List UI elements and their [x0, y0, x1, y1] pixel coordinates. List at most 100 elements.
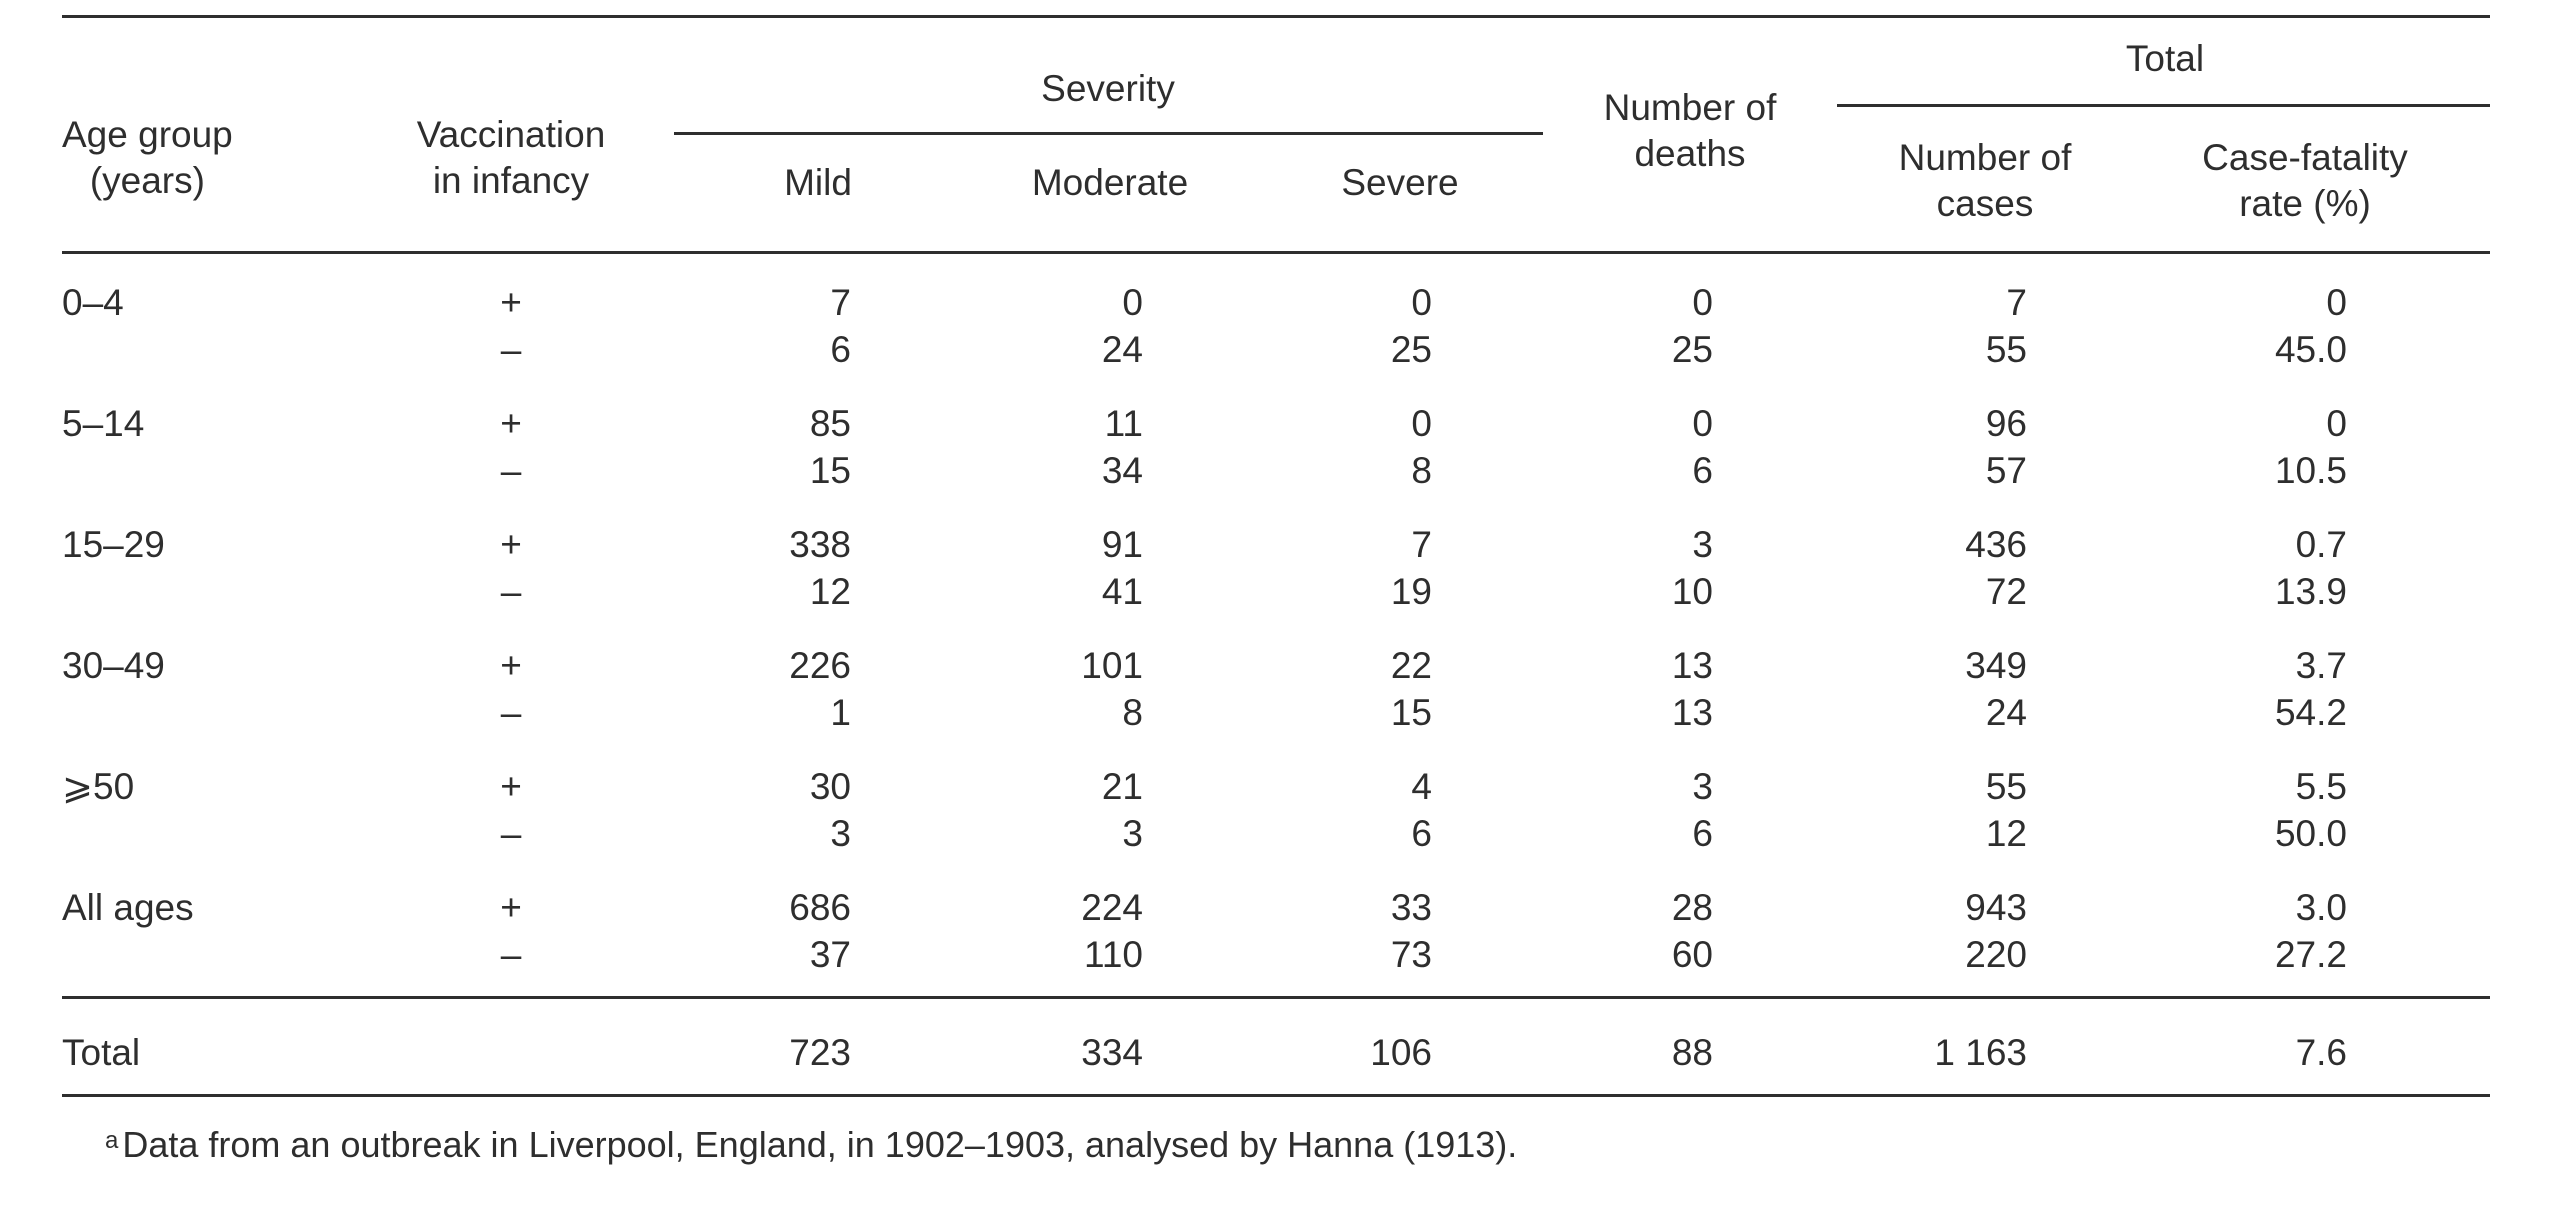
- cfr-cell: 27.2: [2274, 934, 2347, 975]
- vaccination-cell: +: [500, 524, 522, 565]
- footnote: a Data from an outbreak in Liverpool, Eng…: [105, 1122, 1517, 1168]
- header-bottom-rule: [62, 251, 2490, 254]
- cases-cell: 55: [1985, 329, 2027, 370]
- vaccination-cell: +: [500, 282, 522, 323]
- cfr-cell: 45.0: [2274, 329, 2347, 370]
- total-cases: 1 163: [1934, 1032, 2027, 1073]
- vaccination-cell: –: [500, 813, 522, 854]
- cfr-cell: 54.2: [2274, 692, 2347, 733]
- total-moderate: 334: [1081, 1032, 1143, 1073]
- deaths-cell: 13: [1671, 692, 1713, 733]
- total-cfr: 7.6: [2295, 1032, 2347, 1073]
- deaths-cell: 0: [1692, 282, 1713, 323]
- cfr-cell: 10.5: [2274, 450, 2347, 491]
- mild-cell: 37: [809, 934, 851, 975]
- severe-cell: 22: [1390, 645, 1432, 686]
- deaths-cell: 25: [1671, 329, 1713, 370]
- moderate-cell: 24: [1101, 329, 1143, 370]
- deaths-cell: 0: [1692, 403, 1713, 444]
- deaths-cell: 60: [1671, 934, 1713, 975]
- footnote-marker: a: [105, 1127, 119, 1154]
- age-group-cell: All ages: [62, 887, 194, 928]
- vaccination-cell: –: [500, 692, 522, 733]
- vaccination-cell: –: [500, 934, 522, 975]
- deaths-cell: 3: [1692, 524, 1713, 565]
- cases-cell: 24: [1985, 692, 2027, 733]
- moderate-cell: 91: [1101, 524, 1143, 565]
- cfr-cell: 3.0: [2295, 887, 2347, 928]
- age-group-cell: 15–29: [62, 524, 165, 565]
- cfr-cell: 3.7: [2295, 645, 2347, 686]
- mild-cell: 12: [809, 571, 851, 612]
- severe-cell: 6: [1411, 813, 1432, 854]
- cfr-cell: 0.7: [2295, 524, 2347, 565]
- mild-cell: 7: [830, 282, 851, 323]
- cases-cell: 57: [1985, 450, 2027, 491]
- cases-cell: 943: [1965, 887, 2027, 928]
- total-mild: 723: [789, 1032, 851, 1073]
- deaths-cell: 13: [1671, 645, 1713, 686]
- mild-cell: 1: [830, 692, 851, 733]
- deaths-cell: 6: [1692, 450, 1713, 491]
- header-severe: Severe: [1341, 162, 1459, 203]
- header-cases: Number of cases: [1898, 137, 2072, 224]
- moderate-cell: 0: [1122, 282, 1143, 323]
- total-top-rule: [62, 996, 2490, 999]
- header-severity: Severity: [1041, 68, 1175, 109]
- cfr-cell: 5.5: [2295, 766, 2347, 807]
- severe-cell: 0: [1411, 282, 1432, 323]
- total-rule: [1837, 104, 2490, 107]
- severe-cell: 0: [1411, 403, 1432, 444]
- moderate-cell: 101: [1081, 645, 1143, 686]
- cases-cell: 72: [1985, 571, 2027, 612]
- header-vaccination: Vaccination in infancy: [416, 114, 606, 201]
- top-rule: [62, 15, 2490, 18]
- bottom-rule: [62, 1094, 2490, 1097]
- deaths-cell: 10: [1671, 571, 1713, 612]
- vaccination-cell: –: [500, 571, 522, 612]
- header-deaths: Number of deaths: [1603, 87, 1777, 174]
- moderate-cell: 224: [1081, 887, 1143, 928]
- total-severe: 106: [1370, 1032, 1432, 1073]
- header-mild: Mild: [784, 162, 852, 203]
- deaths-cell: 28: [1671, 887, 1713, 928]
- mild-cell: 226: [789, 645, 851, 686]
- mild-cell: 85: [809, 403, 851, 444]
- mild-cell: 686: [789, 887, 851, 928]
- header-age-group: Age group (years): [62, 114, 233, 201]
- deaths-cell: 3: [1692, 766, 1713, 807]
- severe-cell: 73: [1390, 934, 1432, 975]
- cases-cell: 55: [1985, 766, 2027, 807]
- mild-cell: 338: [789, 524, 851, 565]
- vaccination-cell: +: [500, 403, 522, 444]
- cfr-cell: 13.9: [2274, 571, 2347, 612]
- total-deaths: 88: [1671, 1032, 1713, 1073]
- age-group-cell: ⩾50: [62, 766, 135, 807]
- severe-cell: 25: [1390, 329, 1432, 370]
- vaccination-cell: –: [500, 329, 522, 370]
- header-total: Total: [2125, 38, 2205, 79]
- severe-cell: 19: [1390, 571, 1432, 612]
- severe-cell: 7: [1411, 524, 1432, 565]
- vaccination-cell: +: [500, 887, 522, 928]
- severe-cell: 4: [1411, 766, 1432, 807]
- mild-cell: 30: [809, 766, 851, 807]
- moderate-cell: 110: [1084, 934, 1143, 975]
- cases-cell: 220: [1965, 934, 2027, 975]
- age-group-cell: 0–4: [62, 282, 124, 323]
- age-group-cell: 5–14: [62, 403, 145, 444]
- moderate-cell: 41: [1101, 571, 1143, 612]
- mild-cell: 3: [830, 813, 851, 854]
- severe-cell: 33: [1390, 887, 1432, 928]
- moderate-cell: 3: [1122, 813, 1143, 854]
- mild-cell: 6: [830, 329, 851, 370]
- moderate-cell: 8: [1122, 692, 1143, 733]
- moderate-cell: 21: [1101, 766, 1143, 807]
- severity-rule: [674, 132, 1543, 135]
- cases-cell: 349: [1965, 645, 2027, 686]
- severe-cell: 15: [1390, 692, 1432, 733]
- cases-cell: 436: [1965, 524, 2027, 565]
- header-moderate: Moderate: [1031, 162, 1189, 203]
- moderate-cell: 34: [1101, 450, 1143, 491]
- total-label: Total: [62, 1032, 141, 1073]
